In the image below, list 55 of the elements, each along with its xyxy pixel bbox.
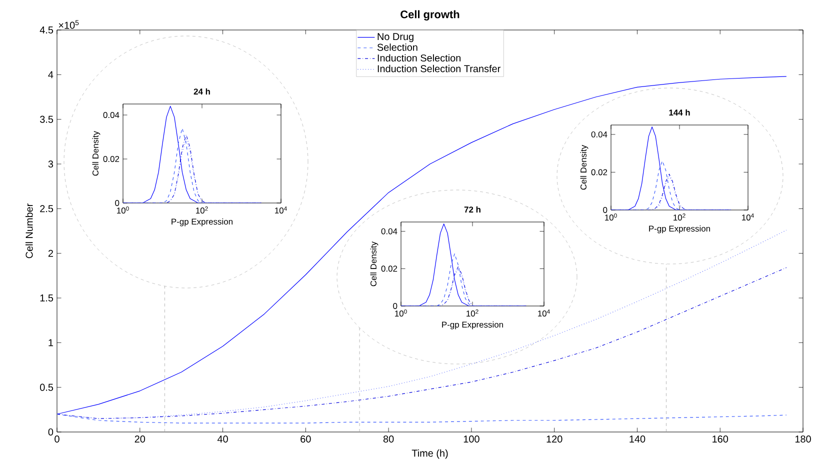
x-axis-title: Time (h) bbox=[412, 449, 448, 459]
x-tick-label: 10$^{0}$ bbox=[605, 214, 617, 221]
x-tick-label: 10$^{4}$ bbox=[538, 310, 550, 316]
y-tick-label: 0 bbox=[48, 428, 54, 436]
x-tick-label: 60 bbox=[300, 436, 311, 443]
y-axis-title: Cell Density bbox=[370, 241, 378, 286]
line-series bbox=[57, 76, 787, 414]
y-tick-label: 3.5 bbox=[40, 116, 54, 123]
y-tick-label: 1.5 bbox=[40, 294, 54, 302]
y-tick-label: 0 bbox=[393, 303, 398, 309]
y-axis-title: Cell Density bbox=[580, 144, 588, 190]
x-tick-label: 80 bbox=[383, 436, 394, 443]
text: ×10$^{5}$ bbox=[58, 20, 79, 29]
x-tick-label: 160 bbox=[712, 436, 728, 443]
chart-title: 24 h bbox=[194, 88, 210, 94]
y-tick-label: 4 bbox=[48, 71, 54, 78]
x-tick-label: 10$^{2}$ bbox=[674, 214, 686, 221]
x-axis-title: P-gp Expression bbox=[649, 225, 710, 234]
y-tick-label: 3 bbox=[48, 160, 54, 168]
legend-label: Induction Selection Transfer bbox=[378, 64, 500, 72]
y-tick-label: 0.02 bbox=[381, 266, 398, 272]
y-tick-label: 0.04 bbox=[103, 112, 120, 118]
y-tick-label: 2 bbox=[48, 250, 53, 257]
chart-title: 72 h bbox=[464, 206, 480, 212]
y-tick-label: 0.02 bbox=[103, 156, 120, 162]
y-tick-label: 0 bbox=[115, 200, 120, 206]
x-tick-label: 180 bbox=[795, 436, 811, 443]
x-tick-label: 10$^{0}$ bbox=[117, 206, 129, 214]
x-tick-label: 10$^{4}$ bbox=[275, 206, 287, 214]
chart-title: 144 h bbox=[669, 109, 690, 116]
chart-title: Cell growth bbox=[400, 10, 460, 20]
y-axis-title: Cell Number bbox=[25, 204, 33, 258]
x-axis-title: P-gp Expression bbox=[442, 321, 503, 330]
y-tick-label: 2.5 bbox=[40, 205, 54, 212]
x-tick-label: 40 bbox=[217, 436, 228, 443]
x-tick-label: 10$^{2}$ bbox=[466, 310, 478, 317]
y-tick-label: 0.5 bbox=[40, 384, 54, 391]
y-tick-label: 1 bbox=[48, 339, 53, 346]
x-tick-label: 10$^{4}$ bbox=[742, 214, 754, 220]
x-tick-label: 10$^{2}$ bbox=[196, 206, 208, 214]
y-tick-label: 0.04 bbox=[381, 228, 398, 234]
legend-label: Selection bbox=[377, 44, 418, 51]
y-tick-label: 0.04 bbox=[591, 131, 608, 138]
legend-label: Induction Selection bbox=[378, 54, 460, 62]
x-tick-label: 140 bbox=[630, 436, 646, 443]
legend-label: No Drug bbox=[378, 33, 414, 42]
x-axis-title: P-gp Expression bbox=[172, 218, 233, 226]
y-tick-label: 4.5 bbox=[40, 26, 54, 34]
x-tick-label: 20 bbox=[134, 436, 146, 443]
y-axis-title: Cell Density bbox=[92, 130, 100, 176]
x-tick-label: 10$^{0}$ bbox=[395, 310, 407, 317]
x-tick-label: 120 bbox=[546, 436, 562, 443]
x-tick-label: 100 bbox=[464, 436, 480, 443]
y-tick-label: 0.02 bbox=[591, 169, 608, 176]
x-tick-label: 0 bbox=[54, 436, 60, 443]
